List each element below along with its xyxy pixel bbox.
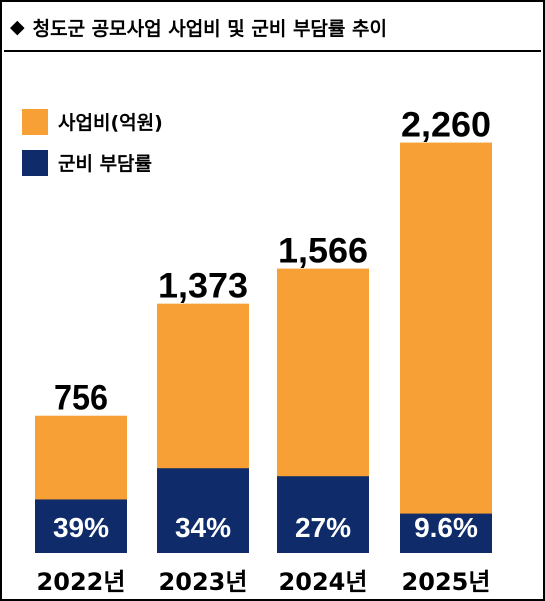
chart-title: 청도군 공모사업 사업비 및 군비 부담률 추이 [32, 17, 387, 40]
cost-value-label: 1,566 [278, 232, 368, 271]
share-value-label: 34% [175, 512, 231, 543]
share-value-label: 39% [53, 512, 109, 543]
chart-title-row: ◆ 청도군 공모사업 사업비 및 군비 부담률 추이 [10, 12, 387, 42]
share-bar [157, 468, 249, 553]
legend-item-share: 군비 부담률 [22, 149, 152, 176]
share-bar [277, 476, 369, 553]
legend-swatch-share [22, 149, 48, 176]
diamond-icon: ◆ [10, 16, 25, 38]
cost-value-label: 756 [54, 379, 108, 418]
cost-bar [400, 142, 492, 554]
category-label: 2024년 [279, 568, 368, 596]
title-divider [4, 50, 541, 52]
legend-label-cost: 사업비(억원) [58, 112, 163, 134]
cost-value-label: 1,373 [158, 267, 248, 306]
legend-item-cost: 사업비(억원) [22, 108, 163, 135]
category-label: 2023년 [159, 568, 248, 596]
legend-swatch-cost [22, 108, 48, 135]
share-value-label: 9.6% [414, 512, 478, 543]
category-label: 2025년 [402, 568, 491, 596]
category-label: 2022년 [37, 568, 126, 596]
cost-value-label: 2,260 [401, 106, 491, 145]
share-bar [35, 499, 127, 553]
share-bar [400, 513, 492, 553]
legend-label-share: 군비 부담률 [58, 153, 153, 175]
share-value-label: 27% [295, 512, 351, 543]
